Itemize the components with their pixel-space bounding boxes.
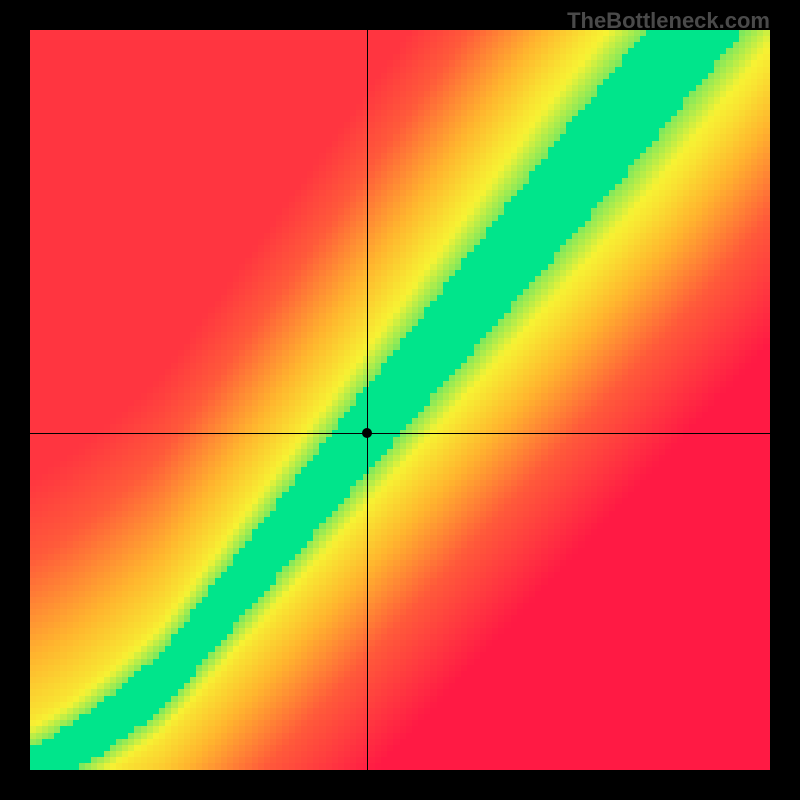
chart-container: TheBottleneck.com: [0, 0, 800, 800]
plot-area: [30, 30, 770, 770]
crosshair-marker: [362, 428, 372, 438]
crosshair-horizontal: [30, 433, 770, 434]
bottleneck-heatmap: [30, 30, 770, 770]
crosshair-vertical: [367, 30, 368, 770]
watermark-text: TheBottleneck.com: [567, 8, 770, 34]
